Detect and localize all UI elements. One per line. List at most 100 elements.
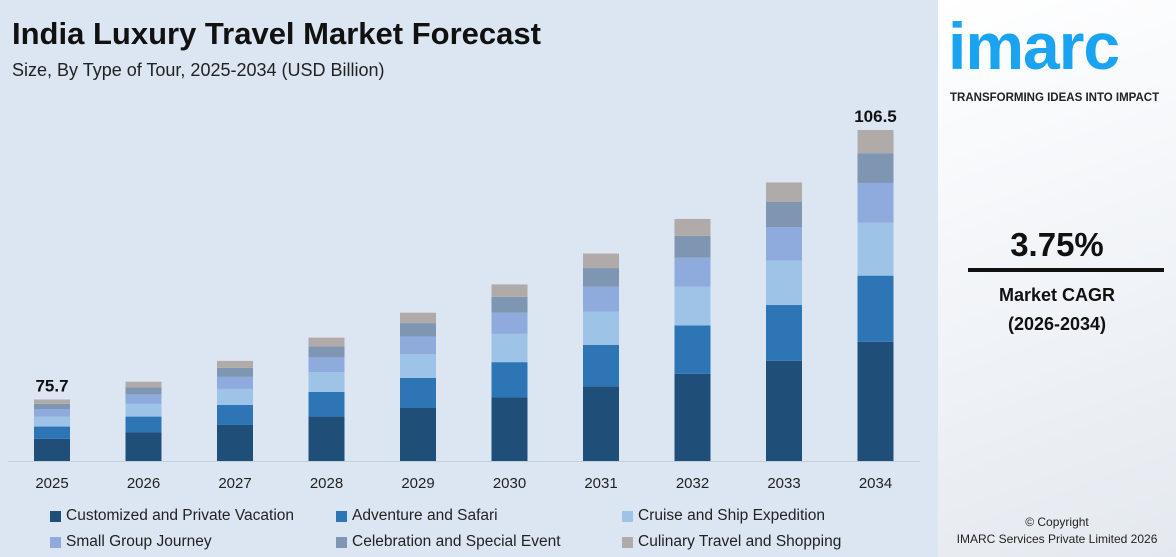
- bar-segment-2025-1: [34, 426, 70, 439]
- bar-segment-2033-1: [766, 305, 802, 361]
- x-tick-label: 2029: [401, 475, 434, 492]
- bar-segment-2031-1: [583, 344, 619, 387]
- cagr-period: (2026-2034): [1007, 314, 1107, 334]
- x-tick-label: 2025: [35, 475, 68, 492]
- bar-segment-2028-5: [308, 337, 345, 347]
- total-label: 106.5: [854, 107, 897, 126]
- legend-item: Culinary Travel and Shopping: [622, 533, 841, 551]
- bar-segment-2031-5: [583, 253, 619, 269]
- legend-item: Small Group Journey: [50, 533, 212, 551]
- legend-swatch: [336, 510, 347, 522]
- bar-segment-2030-5: [491, 284, 528, 297]
- legend-swatch: [622, 536, 633, 548]
- legend-label: Culinary Travel and Shopping: [638, 533, 842, 550]
- bar-segment-2027-2: [217, 388, 253, 405]
- total-label: 75.7: [35, 376, 68, 395]
- bar-segment-2032-2: [674, 286, 711, 326]
- bar-segment-2027-5: [217, 360, 253, 368]
- bar-segment-2031-2: [583, 311, 619, 345]
- bar-segment-2033-4: [766, 201, 802, 228]
- bar-segment-2033-3: [766, 227, 802, 261]
- legend-item: Adventure and Safari: [336, 507, 498, 525]
- cagr-value: 3.75%: [1010, 226, 1104, 263]
- x-tick-label: 2027: [218, 475, 251, 492]
- bar-segment-2032-4: [674, 235, 711, 258]
- bar-segment-2033-2: [766, 260, 802, 306]
- chart-subtitle: Size, By Type of Tour, 2025-2034 (USD Bi…: [12, 60, 385, 80]
- bar-segment-2028-0: [308, 416, 345, 461]
- bar-segment-2030-1: [491, 362, 528, 398]
- x-tick-label: 2030: [493, 475, 526, 492]
- bar-segment-2031-4: [583, 268, 619, 287]
- bar-segment-2032-1: [674, 325, 711, 374]
- bar-segment-2028-1: [308, 391, 345, 417]
- bar-segment-2032-5: [674, 218, 711, 236]
- bar-segment-2026-0: [125, 432, 162, 461]
- imarc-logo: imarc: [948, 9, 1120, 83]
- bar-segment-2028-3: [308, 357, 345, 373]
- x-tick-label: 2034: [859, 475, 892, 492]
- bar-segment-2030-3: [491, 312, 528, 334]
- legend-swatch: [50, 510, 61, 522]
- bar-segment-2026-3: [125, 394, 162, 404]
- bar-segment-2025-4: [34, 403, 70, 410]
- bar-segment-2031-0: [583, 386, 619, 461]
- legend-item: Cruise and Ship Expedition: [622, 507, 825, 525]
- bar-segment-2026-5: [125, 381, 162, 388]
- bar-segment-2034-4: [857, 153, 894, 183]
- bar-segment-2026-1: [125, 416, 162, 433]
- copyright-line2: IMARC Services Private Limited 2026: [956, 532, 1158, 546]
- bar-segment-2029-4: [400, 323, 436, 337]
- bar-segment-2030-2: [491, 333, 528, 363]
- bar-segment-2034-5: [857, 130, 894, 154]
- bar-segment-2025-0: [34, 438, 70, 461]
- chart-title: India Luxury Travel Market Forecast: [12, 16, 541, 51]
- bar-segment-2031-3: [583, 286, 619, 312]
- x-tick-label: 2033: [767, 475, 800, 492]
- legend-label: Small Group Journey: [66, 533, 212, 550]
- legend-swatch: [336, 536, 347, 548]
- bar-segment-2026-2: [125, 403, 162, 417]
- chart-panel: India Luxury Travel Market Forecast Size…: [0, 0, 938, 557]
- bar-segment-2034-0: [857, 341, 894, 461]
- bar-segment-2026-4: [125, 387, 162, 395]
- bar-segment-2032-0: [674, 373, 711, 461]
- bar-segment-2029-1: [400, 377, 436, 408]
- brand-panel: imarc TRANSFORMING IDEAS INTO IMPACT 3.7…: [938, 0, 1176, 557]
- bar-segment-2033-0: [766, 360, 802, 461]
- brand-tagline: TRANSFORMING IDEAS INTO IMPACT: [950, 92, 1160, 104]
- x-tick-label: 2026: [127, 475, 160, 492]
- bar-segment-2030-0: [491, 397, 528, 461]
- bar-segment-2029-5: [400, 312, 436, 324]
- cagr-label: Market CAGR: [998, 285, 1116, 305]
- legend-swatch: [622, 510, 633, 522]
- bar-segment-2029-2: [400, 354, 436, 378]
- legend-item: Customized and Private Vacation: [50, 507, 294, 525]
- legend-label: Adventure and Safari: [352, 507, 498, 524]
- x-tick-label: 2032: [676, 475, 709, 492]
- bar-segment-2034-1: [857, 275, 894, 342]
- legend-swatch: [50, 536, 61, 548]
- bar-segment-2029-3: [400, 336, 436, 355]
- bar-segment-2025-3: [34, 409, 70, 417]
- copyright-line1: © Copyright: [1025, 515, 1089, 529]
- bar-segment-2025-5: [34, 399, 70, 404]
- bar-segment-2032-3: [674, 257, 711, 287]
- bar-segment-2027-4: [217, 367, 253, 377]
- bar-segment-2027-1: [217, 404, 253, 425]
- legend-label: Cruise and Ship Expedition: [638, 507, 825, 524]
- stacked-bar-chart: 2025 75.7 2026 2027 2028 2029 2030 2031 2032 2033…: [8, 107, 920, 492]
- x-tick-label: 2031: [584, 475, 617, 492]
- bar-segment-2028-4: [308, 346, 345, 358]
- legend-label: Customized and Private Vacation: [66, 507, 295, 524]
- bar-segment-2033-5: [766, 182, 802, 202]
- legend-item: Celebration and Special Event: [336, 533, 561, 551]
- bar-segment-2030-4: [491, 296, 528, 313]
- divider: [968, 268, 1164, 272]
- bar-segment-2034-2: [857, 222, 894, 276]
- bar-segment-2027-3: [217, 376, 253, 389]
- bar-segment-2028-2: [308, 372, 345, 392]
- bar-segment-2029-0: [400, 407, 436, 461]
- x-tick-label: 2028: [310, 475, 343, 492]
- bar-segment-2025-2: [34, 416, 70, 427]
